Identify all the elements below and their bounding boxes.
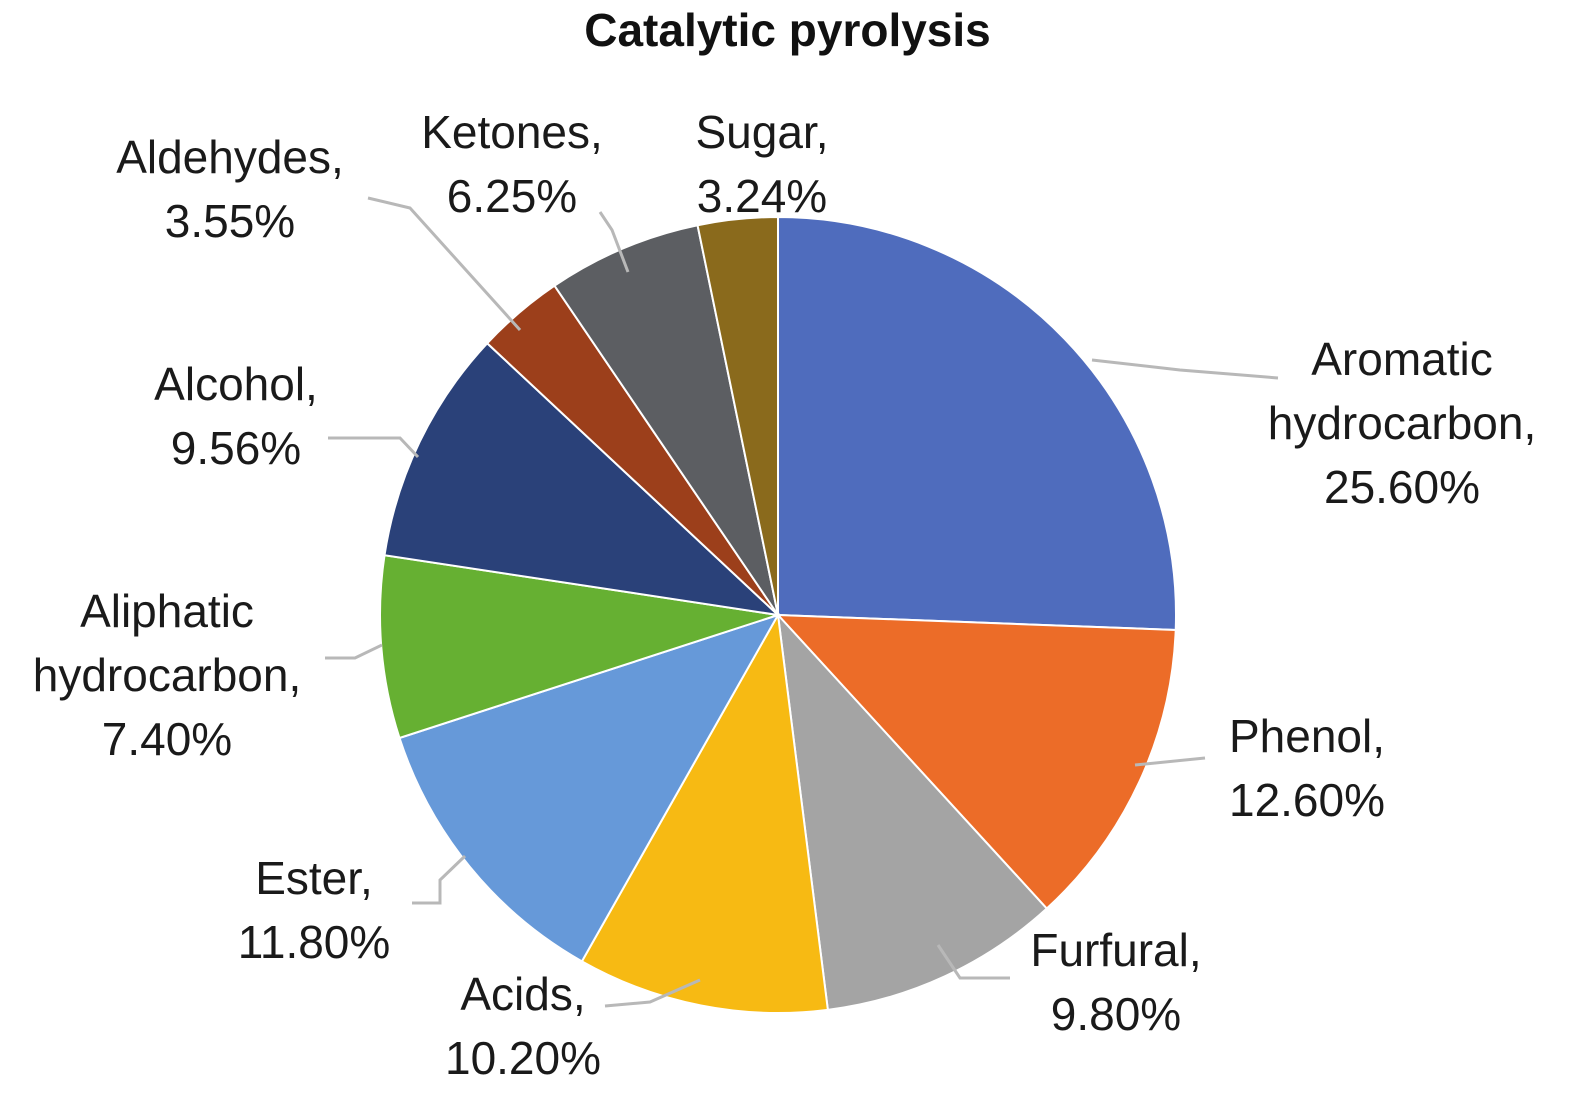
slice-label-line: 25.60% — [1324, 461, 1480, 513]
slice-label-line: Aromatic — [1311, 333, 1492, 385]
slice-label-line: 9.80% — [1051, 988, 1181, 1040]
slice-label-aliphatic-hydrocarbon: Aliphatic hydrocarbon, 7.40% — [33, 585, 302, 765]
leader-line-aldehydes — [367, 196, 522, 332]
leader-line-ester — [412, 854, 467, 905]
slice-label-line: Aliphatic — [80, 585, 254, 637]
slice-label-aldehydes: Aldehydes, 3.55% — [116, 131, 344, 247]
slice-label-line: Sugar, — [696, 106, 829, 158]
slice-label-alcohol: Alcohol, 9.56% — [154, 358, 318, 474]
slice-label-line: 12.60% — [1229, 774, 1385, 826]
labels-layer: Aromatic hydrocarbon, 25.60% Phenol, 12.60% F… — [33, 106, 1537, 1084]
slice-label-line: Alcohol, — [154, 358, 318, 410]
leader-line-ketones — [598, 211, 630, 273]
pie-slice-aromatic-hydrocarbon — [777, 215, 1178, 632]
pie-slice-ketones — [553, 224, 779, 616]
pie-slice-alcohol — [383, 341, 782, 617]
slice-label-line: Aldehydes, — [116, 131, 344, 183]
pie-slice-sugar — [696, 215, 779, 616]
slice-label-line: hydrocarbon, — [33, 649, 302, 701]
slice-label-line: Ketones, — [421, 106, 603, 158]
leader-line-aliphatic-hydrocarbon — [325, 643, 383, 660]
slice-label-line: 9.56% — [171, 422, 301, 474]
slice-label-line: 3.24% — [697, 170, 827, 222]
slice-label-line: 10.20% — [445, 1032, 601, 1084]
slice-label-ester: Ester, 11.80% — [238, 852, 391, 968]
slice-label-ketones: Ketones, 6.25% — [421, 106, 603, 222]
leader-lines-layer — [325, 196, 1279, 1008]
leader-line-alcohol — [328, 436, 420, 459]
pie-slice-aliphatic-hydrocarbon — [379, 554, 779, 740]
slice-label-line: Phenol, — [1229, 710, 1385, 762]
slice-label-line: 11.80% — [238, 916, 391, 968]
chart-title: Catalytic pyrolysis — [584, 4, 991, 56]
slices-layer — [379, 215, 1178, 1014]
slice-label-line: hydrocarbon, — [1268, 397, 1537, 449]
leader-line-acids — [604, 978, 701, 1008]
pie-slice-acids — [580, 611, 829, 1014]
pie-slice-phenol — [775, 613, 1177, 910]
slice-label-line: Acids, — [460, 968, 585, 1020]
slice-label-line: Furfural, — [1030, 924, 1201, 976]
slice-label-sugar: Sugar, 3.24% — [696, 106, 829, 222]
slice-label-aromatic-hydrocarbon: Aromatic hydrocarbon, 25.60% — [1268, 333, 1537, 513]
slice-label-line: 7.40% — [102, 713, 232, 765]
leader-line-furfural — [936, 944, 1010, 980]
leader-line-phenol — [1134, 756, 1206, 767]
slice-label-furfural: Furfural, 9.80% — [1030, 924, 1201, 1040]
slice-label-line: Ester, — [255, 852, 373, 904]
slice-label-line: 6.25% — [447, 170, 577, 222]
leader-line-aromatic-hydrocarbon — [1091, 358, 1279, 380]
pie-slice-ester — [398, 613, 781, 963]
slice-label-line: 3.55% — [165, 195, 295, 247]
slice-label-acids: Acids, 10.20% — [445, 968, 601, 1084]
pie-slice-furfural — [776, 612, 1049, 1011]
slice-label-phenol: Phenol, 12.60% — [1229, 710, 1385, 826]
